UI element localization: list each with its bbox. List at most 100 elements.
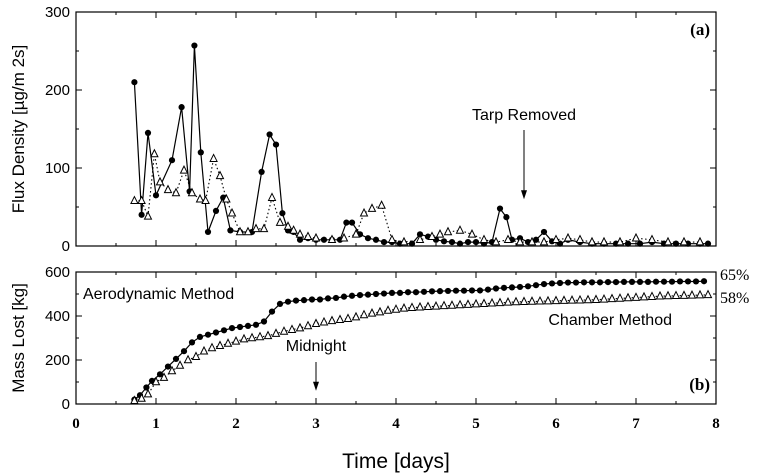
data-point-triangle xyxy=(663,290,673,300)
data-point-triangle xyxy=(431,301,441,310)
data-point-circle xyxy=(456,240,464,247)
data-point-circle xyxy=(428,288,436,295)
data-point-triangle xyxy=(463,299,473,308)
data-point-circle xyxy=(440,238,448,245)
data-point-circle xyxy=(252,321,260,328)
data-point-triangle xyxy=(575,234,585,244)
data-point-circle xyxy=(348,292,356,299)
data-point-circle xyxy=(172,355,180,362)
data-point-triangle xyxy=(647,234,657,244)
data-point-circle xyxy=(448,239,456,246)
data-point-triangle xyxy=(163,184,173,194)
data-point-circle xyxy=(191,42,198,49)
data-point-triangle xyxy=(150,148,159,158)
data-point-triangle xyxy=(607,293,617,303)
data-point-triangle xyxy=(175,360,185,369)
data-point-triangle xyxy=(271,328,281,337)
data-point-triangle xyxy=(267,192,277,201)
data-point-triangle xyxy=(251,223,261,233)
data-point-circle xyxy=(452,287,460,294)
data-point-circle xyxy=(660,278,668,285)
data-point-triangle xyxy=(539,236,549,246)
data-point-triangle xyxy=(375,306,385,316)
data-point-triangle xyxy=(563,232,573,242)
y-tick-label-b: 200 xyxy=(45,352,70,369)
data-point-circle xyxy=(268,308,276,315)
end-label-aerodynamic: 65% xyxy=(720,267,749,284)
data-point-circle xyxy=(292,297,300,304)
data-point-circle xyxy=(700,278,708,285)
data-point-triangle xyxy=(399,236,409,246)
data-point-triangle xyxy=(303,231,313,240)
data-point-triangle xyxy=(479,234,489,244)
data-point-triangle xyxy=(275,217,285,226)
data-point-triangle xyxy=(527,296,537,305)
panel-a-flux-density: 0 100 200 300 Flux Density [µg/m 2s] (a) Tarp … xyxy=(9,4,717,255)
data-point-circle xyxy=(266,131,273,138)
y-axis-label-a: Flux Density [µg/m 2s] xyxy=(9,45,28,214)
data-point-triangle xyxy=(143,388,153,398)
data-point-triangle xyxy=(151,376,161,386)
data-point-triangle xyxy=(279,326,289,335)
data-point-circle xyxy=(548,280,556,287)
data-point-triangle xyxy=(319,316,329,326)
data-point-triangle xyxy=(199,345,209,355)
data-point-triangle xyxy=(455,225,465,234)
data-point-triangle xyxy=(663,236,673,246)
series-line-a-0 xyxy=(133,45,708,245)
data-point-triangle xyxy=(215,170,225,180)
x-tick-label: 7 xyxy=(632,416,640,432)
data-point-triangle xyxy=(407,302,417,311)
data-point-circle xyxy=(672,240,680,247)
data-point-circle xyxy=(684,278,692,285)
data-point-triangle xyxy=(599,236,609,246)
data-point-triangle xyxy=(447,300,457,309)
data-point-triangle xyxy=(455,299,465,309)
data-point-triangle xyxy=(311,318,321,327)
data-point-triangle xyxy=(295,322,305,332)
data-point-triangle xyxy=(191,351,201,360)
data-point-circle xyxy=(404,289,412,296)
data-point-circle xyxy=(380,239,388,246)
data-point-triangle xyxy=(511,296,521,306)
data-point-triangle xyxy=(535,295,545,305)
data-point-circle xyxy=(492,285,500,292)
data-point-triangle xyxy=(239,333,249,343)
data-point-circle xyxy=(676,278,684,285)
data-point-triangle xyxy=(263,330,273,340)
data-point-circle xyxy=(324,295,332,302)
series-a-1 xyxy=(130,148,705,246)
data-point-triangle xyxy=(359,207,369,217)
data-point-triangle xyxy=(695,236,705,246)
data-point-circle xyxy=(444,287,452,295)
data-point-circle xyxy=(300,297,308,304)
data-point-triangle xyxy=(343,313,353,322)
data-point-triangle xyxy=(143,211,153,220)
data-point-triangle xyxy=(479,298,489,307)
data-point-triangle xyxy=(171,187,181,197)
data-point-circle xyxy=(464,239,472,246)
panel-label-a: (a) xyxy=(690,20,710,39)
data-point-circle xyxy=(316,296,324,303)
data-point-triangle xyxy=(467,228,477,238)
data-point-circle xyxy=(143,384,150,391)
data-point-circle xyxy=(704,240,712,247)
annotation-tarp-removed: Tarp Removed xyxy=(472,107,576,124)
data-point-circle xyxy=(468,287,476,294)
data-point-triangle xyxy=(130,195,139,205)
data-point-circle xyxy=(588,279,596,286)
data-point-triangle xyxy=(209,153,218,162)
y-tick-label-b: 400 xyxy=(45,308,70,325)
x-tick-label: 1 xyxy=(152,416,160,432)
data-point-triangle xyxy=(351,311,361,321)
data-point-triangle xyxy=(283,221,293,230)
data-point-circle xyxy=(612,279,620,286)
data-point-circle xyxy=(503,214,510,221)
data-point-circle xyxy=(284,298,292,305)
data-point-circle xyxy=(212,329,220,336)
data-point-circle xyxy=(236,323,244,331)
data-point-circle xyxy=(596,279,604,286)
data-point-triangle xyxy=(647,291,657,300)
data-point-circle xyxy=(372,290,380,298)
data-point-triangle xyxy=(155,176,165,186)
